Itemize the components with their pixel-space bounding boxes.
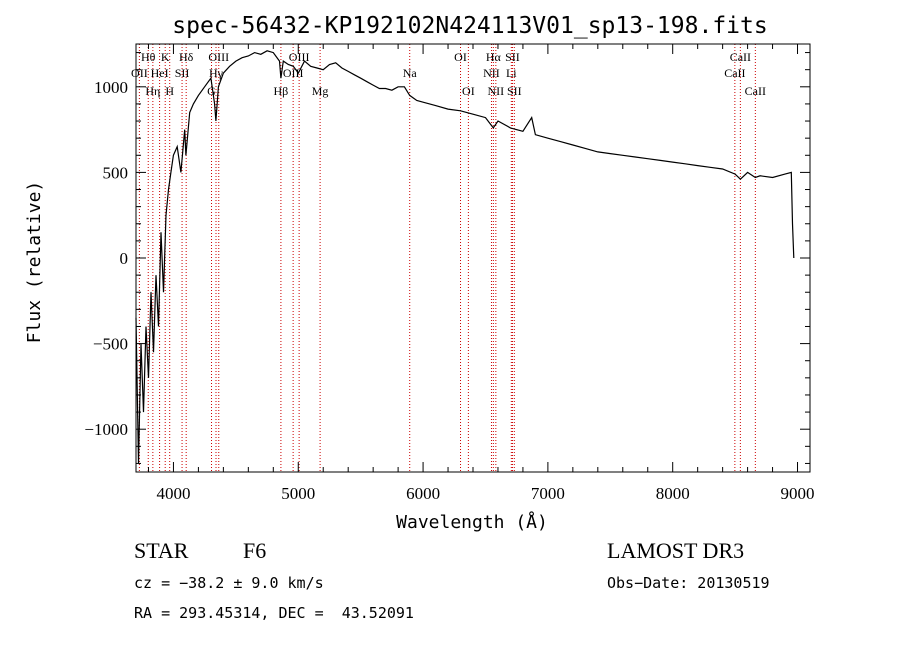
spectral-line-markers bbox=[138, 44, 756, 472]
x-axis: 4000 5000 6000 7000 8000 9000 bbox=[147, 44, 815, 503]
x-axis-label: Wavelength (Å) bbox=[396, 511, 548, 533]
object-class: STAR bbox=[134, 538, 189, 563]
x-tick-label: 5000 bbox=[281, 484, 315, 503]
line-label-21: SII bbox=[505, 50, 520, 64]
line-label-22: Li bbox=[506, 66, 517, 80]
y-tick-label: −500 bbox=[93, 335, 128, 354]
line-label-0: Hθ bbox=[141, 50, 156, 64]
survey-name: LAMOST DR3 bbox=[607, 538, 745, 563]
line-label-2: Hη bbox=[145, 84, 160, 98]
y-axis: −1000 −500 0 500 1000 bbox=[84, 52, 810, 464]
line-label-26: CaII bbox=[745, 84, 766, 98]
object-subclass: F6 bbox=[243, 538, 267, 563]
line-label-16: OI bbox=[454, 50, 467, 64]
observation-date: Obs−Date: 20130519 bbox=[607, 574, 770, 592]
x-tick-label: 9000 bbox=[781, 484, 815, 503]
line-label-8: OIII bbox=[208, 50, 229, 64]
y-tick-label: −1000 bbox=[84, 420, 128, 439]
line-label-4: HeI bbox=[151, 66, 169, 80]
line-label-19: NII bbox=[483, 66, 500, 80]
line-label-14: Mg bbox=[312, 84, 329, 98]
line-label-25: CaII bbox=[724, 66, 745, 80]
line-label-9: Hγ bbox=[209, 66, 224, 80]
x-tick-label: 7000 bbox=[531, 484, 565, 503]
line-label-24: CaII bbox=[730, 50, 751, 64]
line-label-1: OII bbox=[131, 66, 148, 80]
y-tick-label: 500 bbox=[103, 163, 129, 182]
spectrum-series-line bbox=[135, 50, 795, 464]
redshift-velocity: cz = −38.2 ± 9.0 km/s bbox=[134, 574, 324, 592]
line-label-5: H bbox=[165, 84, 174, 98]
plot-frame bbox=[135, 43, 811, 473]
y-axis-label: Flux (relative) bbox=[24, 181, 45, 344]
line-label-13: Hβ bbox=[274, 84, 289, 98]
x-tick-label: 8000 bbox=[656, 484, 690, 503]
line-label-23: SII bbox=[507, 84, 522, 98]
line-label-12: OIII bbox=[283, 66, 304, 80]
x-tick-label: 4000 bbox=[156, 484, 190, 503]
line-label-18: Hα bbox=[486, 50, 502, 64]
line-label-7: SII bbox=[175, 66, 190, 80]
line-label-3: K bbox=[161, 50, 170, 64]
x-tick-label: 6000 bbox=[406, 484, 440, 503]
y-tick-label: 0 bbox=[120, 249, 129, 268]
line-label-10: G bbox=[207, 84, 216, 98]
coordinates: RA = 293.45314, DEC = 43.52091 bbox=[134, 604, 414, 622]
chart-title: spec-56432-KP192102N424113V01_sp13-198.f… bbox=[172, 13, 767, 39]
line-label-17: OI bbox=[462, 84, 475, 98]
line-label-6: Hδ bbox=[179, 50, 194, 64]
line-label-15: Na bbox=[403, 66, 418, 80]
line-label-20: NII bbox=[488, 84, 505, 98]
y-tick-label: 1000 bbox=[94, 78, 128, 97]
